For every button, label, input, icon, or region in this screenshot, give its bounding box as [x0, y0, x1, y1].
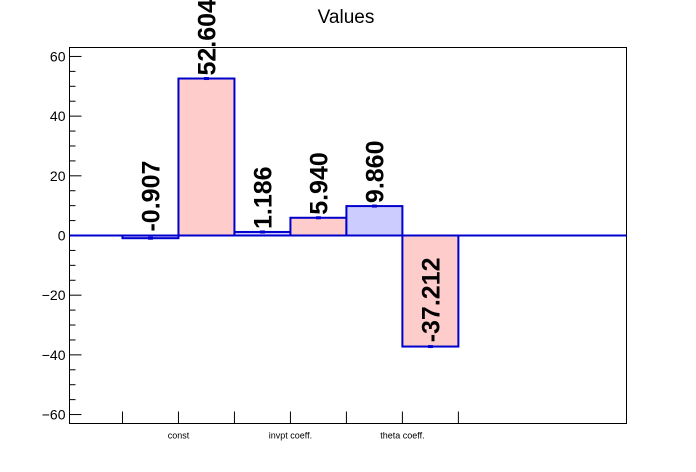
bar	[177, 77, 236, 237]
data-label: 52.604	[193, 0, 221, 76]
x-category-label: const	[168, 431, 190, 441]
x-category-label: theta coeff.	[380, 431, 424, 441]
y-tick-label: −40	[42, 347, 66, 363]
y-tick-label: 20	[50, 168, 66, 184]
data-label: -37.212	[417, 258, 445, 343]
y-tick-label: −20	[42, 287, 66, 303]
data-labels-layer: -0.907 52.604 1.186 5.940 9.860 -37.212	[137, 0, 445, 342]
chart-title: Values	[318, 7, 375, 28]
y-axis: 60 40 20 0 −20 −40 −60	[42, 48, 82, 423]
data-label: 9.860	[361, 141, 389, 204]
bar	[345, 205, 404, 237]
bars-layer	[121, 77, 460, 349]
data-label: -0.907	[137, 161, 165, 232]
y-tick-label: 60	[50, 48, 66, 64]
y-tick-label: 40	[50, 108, 66, 124]
data-label: 5.940	[305, 152, 333, 215]
bar	[289, 216, 348, 237]
x-category-label: invpt coeff.	[269, 431, 312, 441]
y-tick-label: 0	[58, 228, 66, 244]
x-axis: const invpt coeff. theta coeff.	[121, 411, 459, 441]
y-tick-label: −60	[42, 407, 66, 423]
data-label: 1.186	[249, 166, 277, 229]
